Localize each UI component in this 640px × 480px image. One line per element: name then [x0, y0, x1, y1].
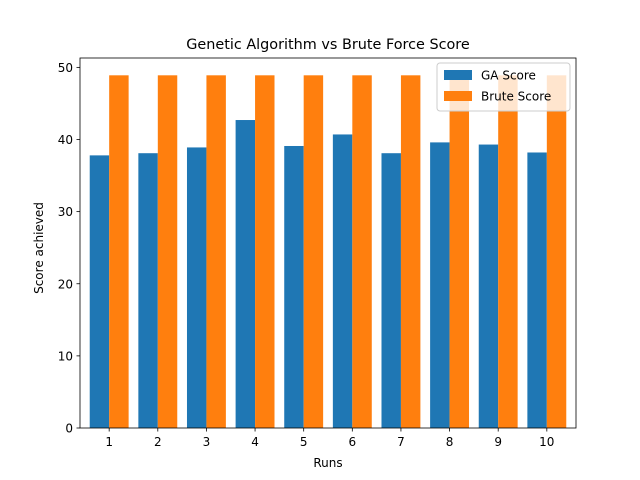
x-axis-label: Runs	[313, 456, 342, 470]
legend: GA Score Brute Score	[436, 62, 571, 112]
y-axis-label: Score achieved	[32, 202, 46, 294]
plot-frame	[79, 57, 577, 429]
bar-ga-run-8	[430, 142, 450, 428]
bar-brute-run-9	[498, 75, 518, 429]
bar-ga-run-2	[138, 153, 158, 428]
bar-brute-run-10	[546, 75, 567, 429]
y-tick-label: 0	[65, 422, 73, 436]
x-tick-label: 8	[446, 435, 454, 449]
x-tick-label: 10	[539, 435, 554, 449]
x-tick-label: 5	[300, 435, 308, 449]
bar-ga-run-5	[284, 145, 304, 429]
chart-title: Genetic Algorithm vs Brute Force Score	[186, 37, 470, 53]
bar-ga-run-3	[186, 147, 207, 428]
x-tick-label: 6	[348, 435, 356, 449]
y-tick-label: 50	[58, 61, 73, 75]
x-tick-label: 3	[203, 435, 211, 449]
y-tick-label: 10	[58, 349, 73, 363]
bar-ga-run-9	[478, 144, 499, 428]
x-tick-label: 7	[397, 435, 405, 449]
legend-swatch-brute	[444, 91, 472, 101]
x-tick-label: 9	[494, 435, 502, 449]
axes-group: 1 2 3 4 5 6 7 8 9 10 0 10 20 30 40 50	[58, 57, 577, 449]
bar-brute-run-7	[400, 75, 421, 429]
bar-brute-run-4	[255, 75, 275, 429]
legend-label-brute: Brute Score	[481, 90, 551, 104]
y-tick-label: 20	[58, 277, 73, 291]
y-tick-label: 30	[58, 205, 73, 219]
bars-group	[89, 75, 567, 429]
legend-swatch-ga	[444, 70, 472, 80]
bar-ga-run-4	[235, 120, 256, 429]
bar-ga-run-6	[332, 134, 353, 428]
bar-brute-run-5	[303, 75, 324, 429]
y-tick-label: 40	[58, 133, 73, 147]
x-tick-label: 2	[154, 435, 162, 449]
x-tick-label: 1	[105, 435, 113, 449]
bar-ga-run-10	[527, 152, 547, 428]
bar-brute-run-6	[352, 75, 372, 429]
legend-label-ga: GA Score	[481, 69, 536, 83]
bar-brute-run-1	[109, 75, 129, 429]
bar-brute-run-2	[157, 75, 178, 429]
x-tick-label: 4	[251, 435, 259, 449]
bar-brute-run-8	[449, 75, 470, 429]
bar-brute-run-3	[206, 75, 226, 429]
bar-ga-run-7	[381, 153, 401, 428]
bar-ga-run-1	[89, 155, 110, 429]
